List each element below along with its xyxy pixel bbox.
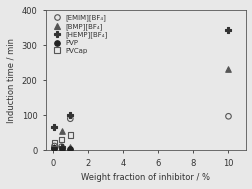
X-axis label: Weight fraction of inhibitor / %: Weight fraction of inhibitor / % <box>81 173 210 182</box>
Point <box>59 129 63 132</box>
Point <box>59 147 63 150</box>
Point <box>52 126 56 129</box>
Point <box>59 145 63 148</box>
Point <box>226 68 230 71</box>
Point <box>226 28 230 31</box>
Point <box>52 146 56 149</box>
Point <box>59 138 63 141</box>
Point <box>68 133 72 136</box>
Legend: [EMIM][BF₄], [BMP][BF₄], [HEMP][BF₄], PVP, PVCap: [EMIM][BF₄], [BMP][BF₄], [HEMP][BF₄], PV… <box>49 14 108 54</box>
Point <box>51 147 55 150</box>
Y-axis label: Induction time / min: Induction time / min <box>7 38 16 123</box>
Point <box>52 144 56 147</box>
Point <box>68 114 72 117</box>
Point <box>68 146 72 149</box>
Point <box>68 117 72 120</box>
Point <box>59 145 63 148</box>
Point <box>52 142 56 145</box>
Point <box>52 146 56 149</box>
Point <box>68 148 72 151</box>
Point <box>226 115 230 118</box>
